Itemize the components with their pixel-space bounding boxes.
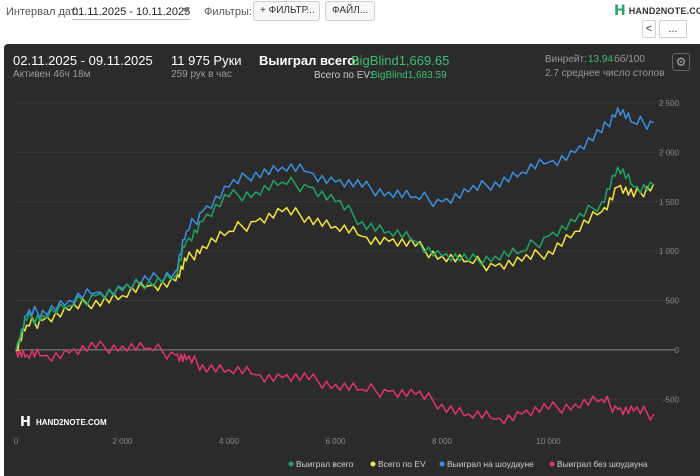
logo-icon: H (614, 3, 626, 19)
interval-label: Интервал дат: (6, 6, 79, 18)
interval-date-picker[interactable]: 01.11.2025 - 10.11.2025 (72, 6, 191, 20)
file-button[interactable]: ФАЙЛ... (325, 1, 375, 21)
chevron-down-icon[interactable] (182, 8, 190, 13)
y-tick-label: 2 500 (659, 99, 680, 108)
winrate-value: 13.94 (588, 54, 614, 65)
chart-legend: Выиграл всего Всего по EV Выиграл на шоуда… (288, 459, 648, 469)
y-tick-label: 500 (666, 297, 680, 306)
more-button[interactable]: ... (659, 20, 687, 38)
winrate-unit: бб/100 (614, 54, 645, 65)
series-line-3 (15, 340, 655, 425)
legend-marker (439, 461, 445, 467)
logo-text: HAND2NOTE.COM (628, 6, 700, 16)
chart-watermark: H HAND2NOTE.COM (20, 415, 107, 430)
x-tick-label: 0 (14, 437, 19, 446)
hands-per-hour: 259 рук в час (171, 69, 232, 80)
hands-count: 11 975 Руки (171, 53, 242, 68)
filters-label: Фильтры: (204, 6, 252, 18)
gear-icon[interactable]: ⚙ (672, 53, 690, 71)
active-time: Активен 46ч 18м (13, 69, 91, 80)
won-total-value: BigBlind1,669.65 (351, 53, 450, 68)
y-tick-label: 1 000 (659, 247, 680, 256)
graph-panel: 02.11.2025 - 09.11.2025 Активен 46ч 18м … (4, 44, 700, 476)
series-line-1 (15, 183, 655, 352)
avg-tables: 2.7 среднее число столов (545, 68, 665, 79)
won-total-label: Выиграл всего: (259, 53, 360, 68)
y-tick-label: -500 (663, 395, 680, 404)
date-range: 02.11.2025 - 09.11.2025 (13, 53, 153, 68)
x-tick-label: 4 000 (219, 437, 240, 446)
hand2note-logo: H HAND2NOTE.COM (614, 3, 700, 19)
chart-lines (15, 107, 655, 425)
top-toolbar: Интервал дат: 01.11.2025 - 10.11.2025 Фи… (0, 0, 700, 42)
chart-ticks: 2 500 2 000 1 500 1 000 500 0 -500 0 2 000 4 000 6… (14, 99, 680, 446)
x-tick-label: 6 000 (325, 437, 346, 446)
winrate-label: Винрейт: (545, 54, 587, 65)
series-line-2 (15, 107, 655, 351)
legend-marker (549, 461, 555, 467)
legend-marker (370, 461, 376, 467)
ev-total-label: Всего по EV: (314, 70, 373, 81)
add-filter-button[interactable]: + ФИЛЬТР... (253, 1, 320, 21)
legend-label: Выиграл на шоудауне (447, 459, 534, 469)
legend-label: Выиграл без шоудауна (557, 459, 648, 469)
y-tick-label: 0 (675, 346, 680, 355)
series-line-0 (15, 166, 655, 351)
x-tick-label: 2 000 (112, 437, 133, 446)
legend-label: Всего по EV (378, 459, 426, 469)
chart-grid (16, 102, 675, 400)
watermark-icon: H (20, 415, 31, 430)
x-tick-label: 8 000 (432, 437, 453, 446)
back-button[interactable]: < (642, 20, 656, 38)
legend-label: Выиграл всего (296, 459, 354, 469)
legend-marker (288, 461, 294, 467)
ev-total-value: BigBlind1,683.59 (371, 70, 447, 81)
watermark-text: HAND2NOTE.COM (36, 418, 107, 427)
y-tick-label: 2 000 (659, 148, 680, 157)
x-tick-label: 10 000 (536, 437, 561, 446)
y-tick-label: 1 500 (659, 198, 680, 207)
